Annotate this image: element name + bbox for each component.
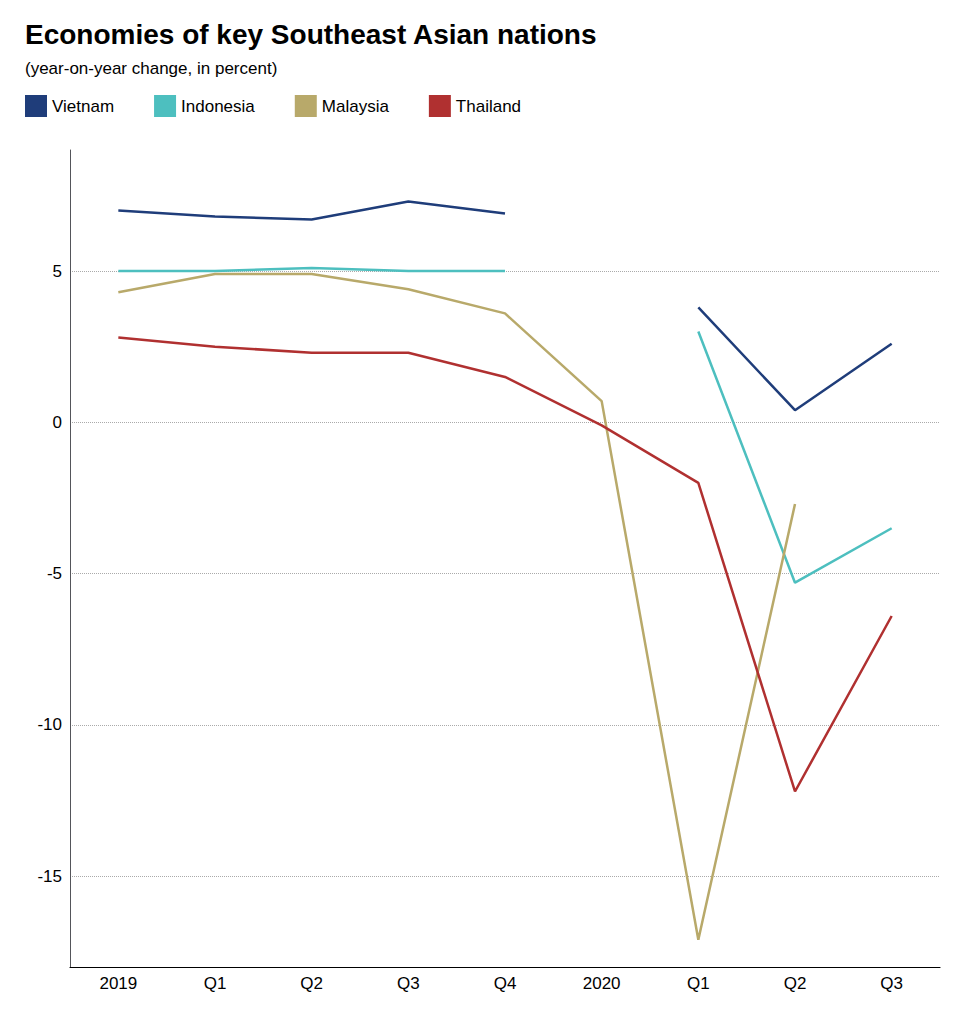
svg-text:Indonesia: Indonesia	[181, 97, 255, 116]
svg-text:0: 0	[53, 413, 62, 432]
svg-text:Q2: Q2	[784, 974, 807, 993]
svg-text:-10: -10	[37, 715, 62, 734]
svg-text:5: 5	[53, 262, 62, 281]
svg-text:2019: 2019	[99, 974, 137, 993]
svg-text:Q3: Q3	[880, 974, 903, 993]
svg-text:Malaysia: Malaysia	[322, 97, 390, 116]
svg-text:-15: -15	[37, 867, 62, 886]
svg-text:Vietnam: Vietnam	[52, 97, 114, 116]
svg-text:-5: -5	[47, 564, 62, 583]
svg-text:Q1: Q1	[687, 974, 710, 993]
svg-text:2020: 2020	[583, 974, 621, 993]
svg-text:Q2: Q2	[300, 974, 323, 993]
svg-text:Q3: Q3	[397, 974, 420, 993]
svg-text:(year-on-year change, in perce: (year-on-year change, in percent)	[25, 59, 277, 78]
svg-text:Q4: Q4	[494, 974, 517, 993]
svg-text:Economies of key Southeast Asi: Economies of key Southeast Asian nations	[25, 19, 597, 50]
svg-text:Q1: Q1	[204, 974, 227, 993]
svg-text:Thailand: Thailand	[456, 97, 521, 116]
